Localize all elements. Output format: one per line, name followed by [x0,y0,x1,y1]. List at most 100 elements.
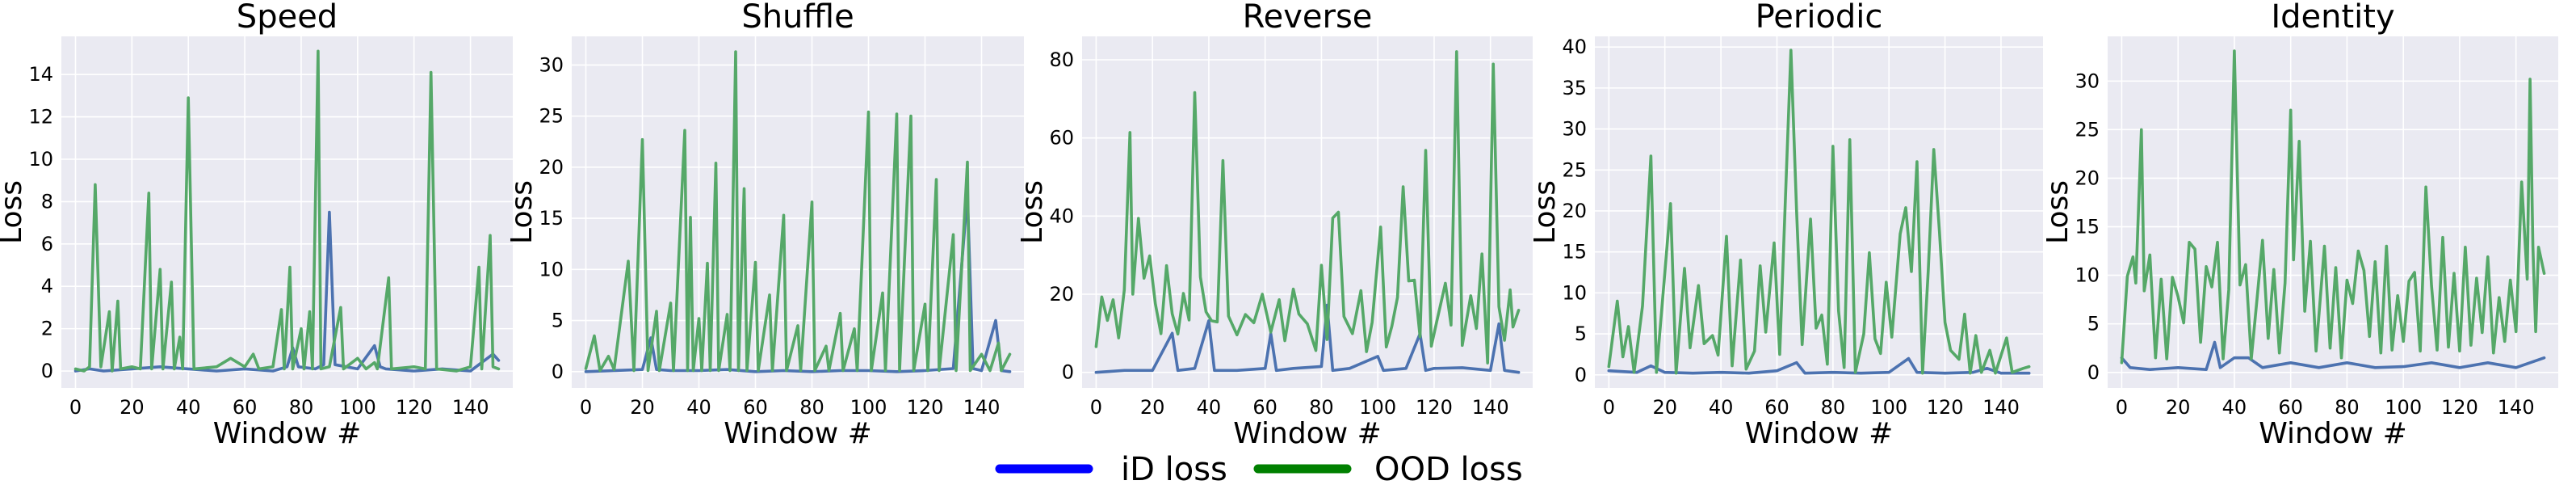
x-tick-label: 140 [1982,396,2020,419]
subplot-panels: 0 20 40 60 80 100 120 14002468101214SpeedWindow… [0,0,2558,450]
chart-title-shuffle: Shuffle [741,0,854,36]
y-tick-label: 80 [1049,48,1074,71]
x-tick-label: 40 [176,396,201,419]
legend: iD loss OOD loss [995,451,1523,488]
series-line-ood-loss [1607,48,2031,375]
x-tick-label: 20 [120,396,145,419]
x-tick-label: 0 [69,396,82,419]
x-tick-label: 40 [1709,396,1734,419]
y-tick-label: 15 [2075,216,2100,238]
x-tick-label: 60 [1764,396,1789,419]
y-tick-label: 0 [41,360,53,382]
y-tick-label: 6 [41,233,53,255]
subplot-identity: 0 20 40 60 80 100 120 140 0 5 10 15 20 25 30 Identity Wi… [2041,0,2558,450]
x-tick-label: 40 [2222,396,2247,419]
y-tick-label: 40 [1562,36,1587,58]
subplot-periodic: 0 20 40 60 80 100 120 140 0 5 10 15 20 25 30 35 40 Period… [1529,0,2043,450]
series-line-id-loss [584,193,1012,373]
x-tick-label: 140 [2498,396,2535,419]
chart-title-speed: Speed [237,0,338,36]
y-tick-label: 14 [28,63,53,86]
x-tick-label: 80 [289,396,314,419]
x-tick-label: 0 [580,396,592,419]
y-tick-label: 5 [2087,313,2100,335]
x-tick-label: 40 [1197,396,1222,419]
x-tick-label: 0 [2116,396,2128,419]
y-tick-label: 30 [2075,70,2100,92]
series-line-id-loss [73,210,501,373]
x-tick-label: 120 [396,396,433,419]
y-tick-label: 10 [28,148,53,171]
y-tick-label: 25 [1562,158,1587,181]
y-axis-label: Loss [1016,180,1049,244]
y-tick-label: 12 [28,106,53,129]
y-tick-label: 4 [41,275,53,297]
legend-label-ood-loss: OOD loss [1374,451,1523,488]
x-tick-label: 100 [339,396,376,419]
legend-label-id-loss: iD loss [1121,451,1227,488]
x-tick-label: 140 [963,396,1001,419]
plot-area-identity [2108,36,2558,388]
y-tick-label: 0 [1575,364,1587,386]
x-tick-label: 20 [2166,396,2191,419]
x-tick-label: 80 [2335,396,2360,419]
y-tick-label: 25 [2075,118,2100,141]
y-tick-label: 10 [539,258,564,280]
x-tick-label: 140 [452,396,489,419]
x-tick-label: 100 [850,396,887,419]
x-tick-label: 120 [907,396,944,419]
x-tick-label: 80 [1309,396,1334,419]
series-line-ood-loss [1094,50,1521,365]
x-tick-label: 80 [1821,396,1846,419]
y-tick-label: 15 [539,207,564,230]
x-tick-label: 100 [1870,396,1907,419]
x-tick-label: 60 [233,396,258,419]
y-tick-label: 20 [539,156,564,179]
x-tick-label: 20 [1140,396,1165,419]
series-line-ood-loss [584,50,1012,373]
x-tick-label: 80 [799,396,824,419]
x-tick-label: 120 [2441,396,2478,419]
series-line-ood-loss [73,49,501,373]
y-tick-label: 20 [1562,200,1587,222]
x-tick-label: 20 [630,396,655,419]
y-axis-label: Loss [506,180,539,244]
x-axis-label: Window # [1745,417,1894,450]
x-tick-label: 60 [743,396,768,419]
y-tick-label: 15 [1562,241,1587,263]
y-tick-label: 8 [41,190,53,213]
y-tick-label: 20 [1049,283,1074,306]
y-tick-label: 30 [1562,118,1587,141]
x-axis-label: Window # [2259,417,2407,450]
chart-title-periodic: Periodic [1756,0,1883,36]
y-tick-label: 2 [41,318,53,340]
y-tick-label: 0 [552,360,564,383]
y-tick-label: 40 [1049,204,1074,227]
subplot-shuffle: 0 20 40 60 80 100 120 140 0 5 10 15 20 25 30 Shuffle Win… [506,0,1024,450]
x-tick-label: 100 [2385,396,2422,419]
y-tick-label: 0 [2087,361,2100,384]
series-line-id-loss [1607,356,2031,375]
y-axis-label: Loss [1529,180,1562,244]
y-tick-label: 10 [1562,281,1587,304]
chart-title-reverse: Reverse [1243,0,1373,36]
chart-title-identity: Identity [2271,0,2394,36]
x-tick-label: 100 [1359,396,1396,419]
x-axis-label: Window # [213,417,362,450]
y-axis-label: Loss [0,180,28,244]
y-tick-label: 60 [1049,127,1074,150]
y-tick-label: 35 [1562,77,1587,99]
y-tick-label: 5 [1575,322,1587,345]
x-tick-label: 120 [1416,396,1453,419]
subplot-reverse: 0 20 40 60 80 100 120 140 0 20 40 60 80 Reverse Window… [1016,0,1533,450]
series-line-ood-loss [2120,49,2546,365]
y-tick-label: 0 [1062,361,1074,384]
y-tick-label: 25 [539,105,564,128]
y-tick-label: 10 [2075,264,2100,287]
x-tick-label: 20 [1652,396,1677,419]
y-tick-label: 30 [539,53,564,76]
series-line-id-loss [1094,303,1521,374]
y-tick-label: 5 [552,310,564,332]
y-tick-label: 20 [2075,167,2100,189]
